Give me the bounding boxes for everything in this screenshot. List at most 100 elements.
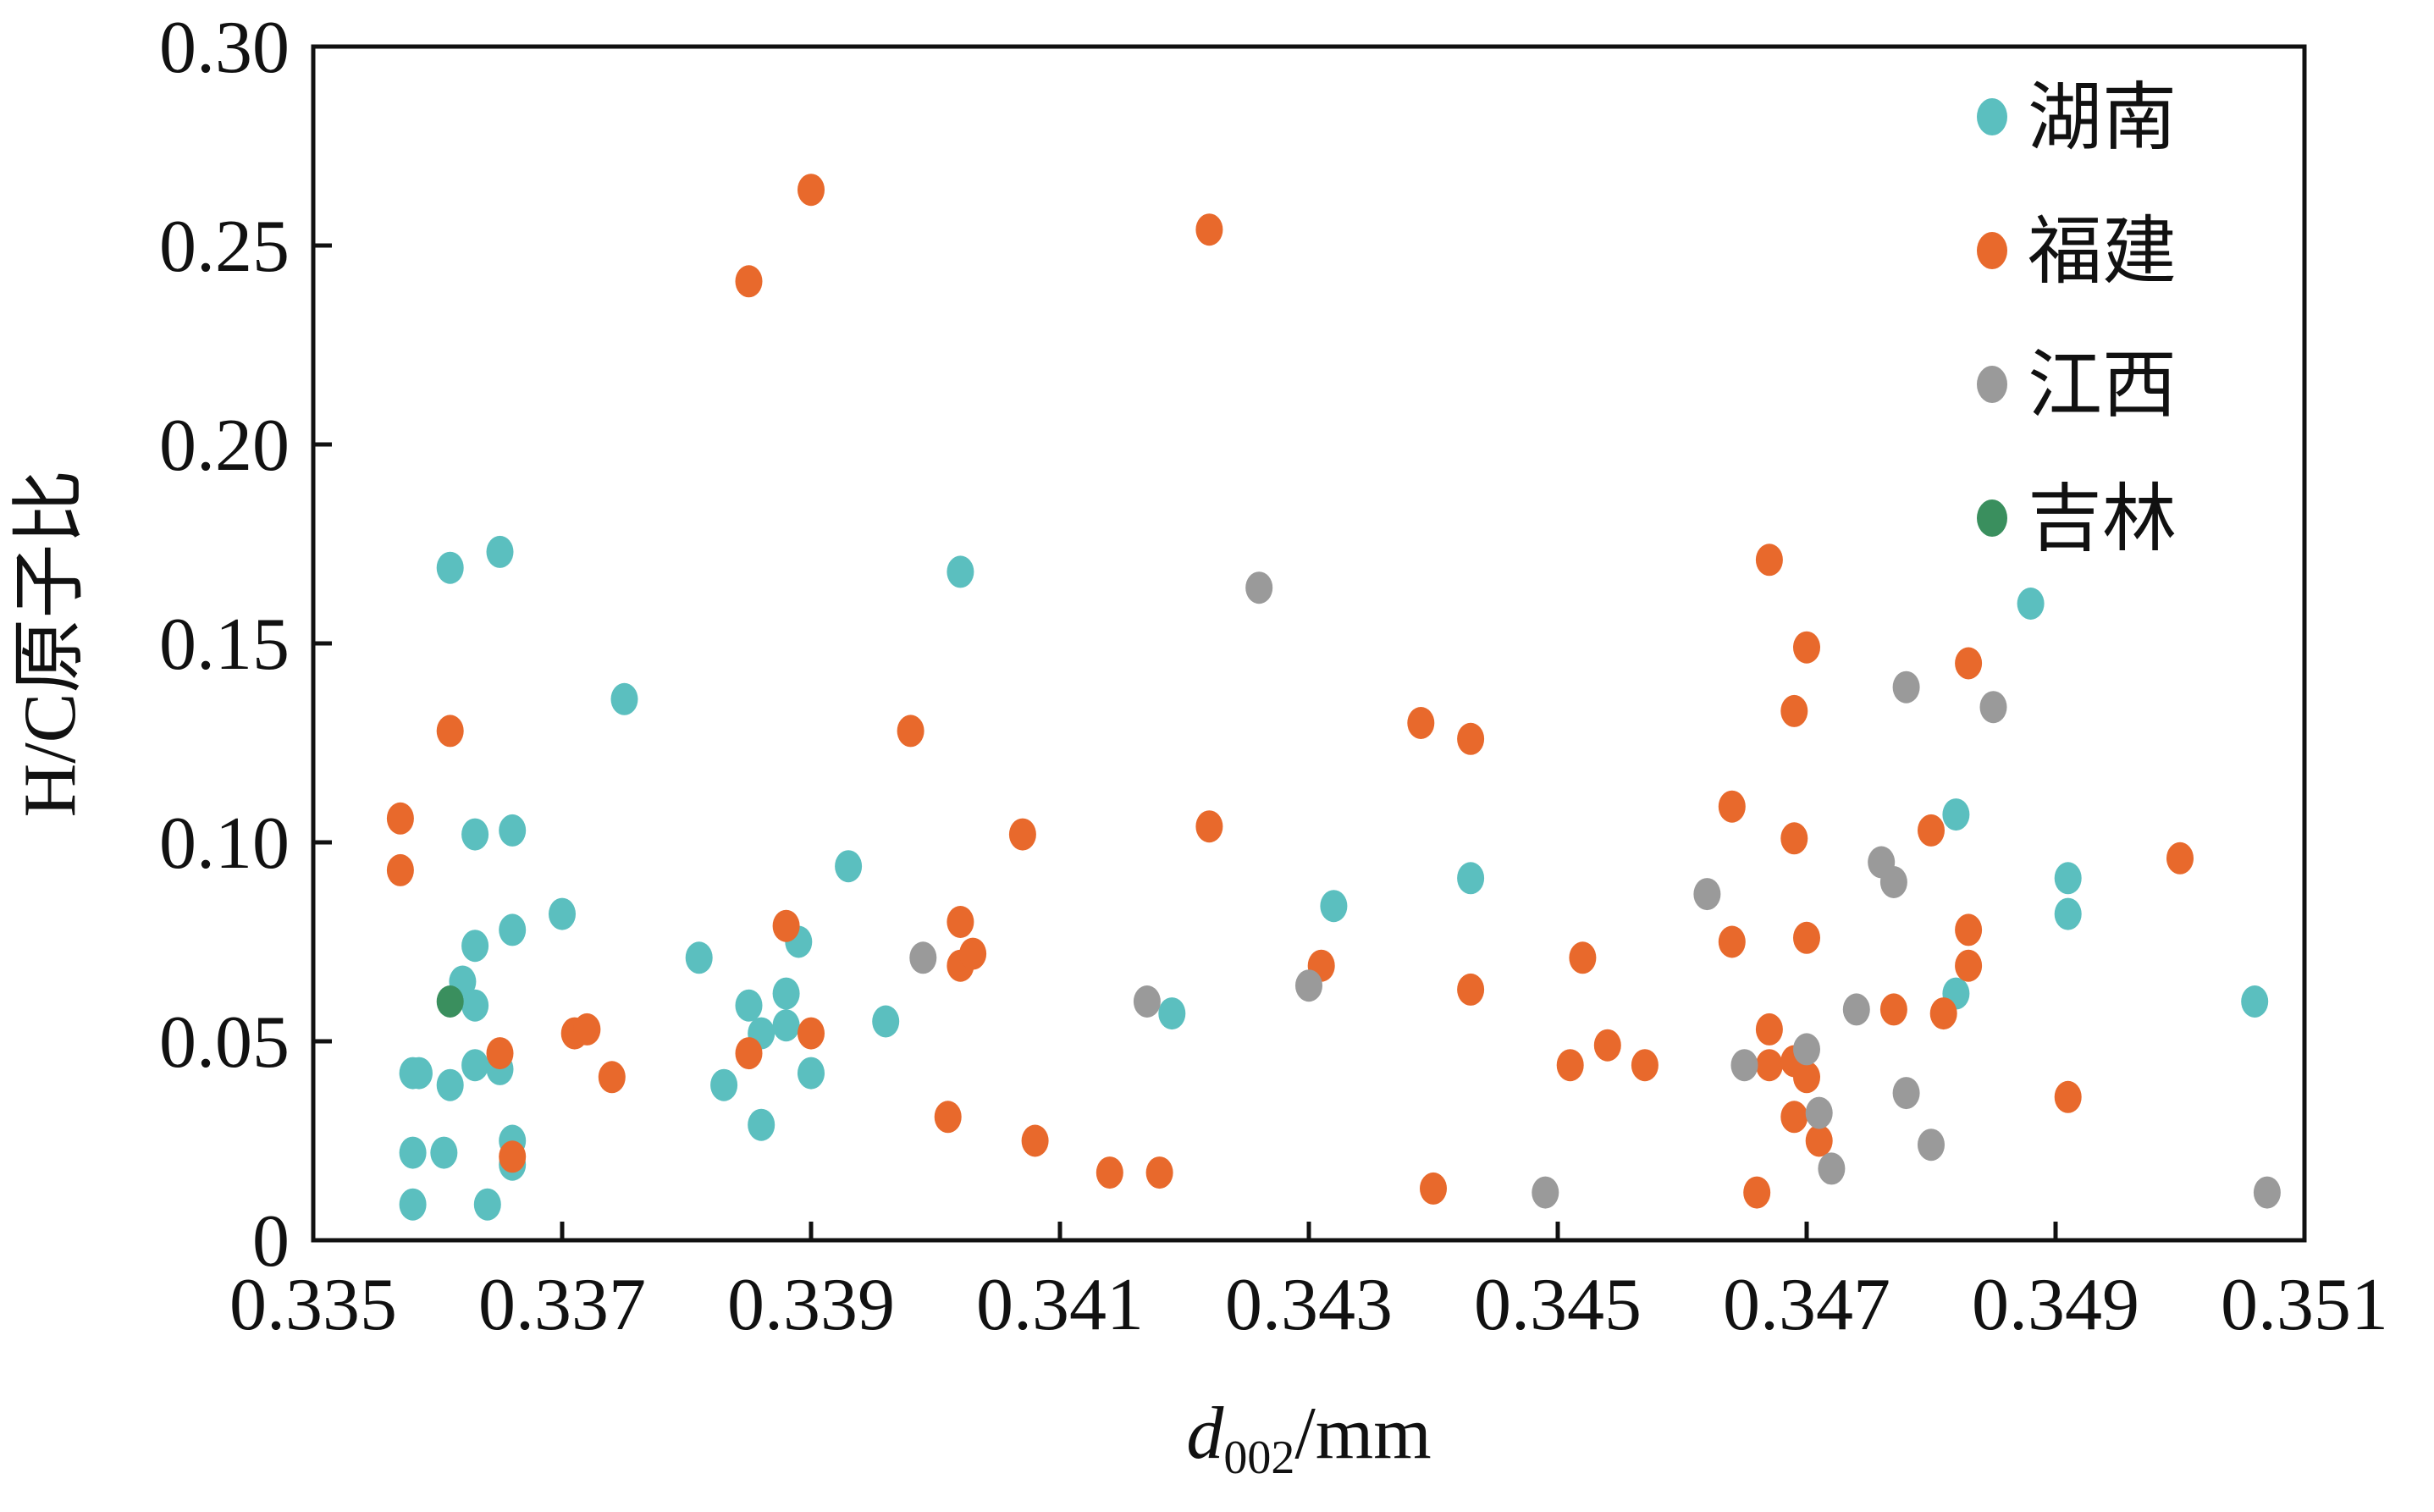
data-point: [499, 1140, 527, 1173]
x-tick-label: 0.349: [1972, 1264, 2139, 1346]
data-point: [1133, 985, 1161, 1018]
legend-label: 湖南: [2028, 74, 2177, 161]
legend-label: 福建: [2028, 207, 2177, 295]
data-point: [1793, 631, 1820, 664]
data-point: [1918, 1128, 1945, 1162]
data-point: [710, 1068, 738, 1101]
x-tick-label: 0.347: [1723, 1264, 1890, 1346]
data-point: [1295, 969, 1322, 1002]
data-point: [1818, 1152, 1846, 1185]
x-tick-label: 0.343: [1225, 1264, 1393, 1346]
data-point: [549, 897, 576, 930]
data-point: [1755, 1049, 1783, 1082]
data-point: [1195, 810, 1223, 843]
data-point: [772, 1009, 800, 1042]
series-4: [436, 985, 464, 1018]
data-point: [499, 913, 527, 946]
data-point: [1755, 544, 1783, 577]
data-point: [399, 1188, 427, 1221]
y-axis-title: H/C原子比: [9, 470, 91, 818]
data-point: [1693, 878, 1721, 911]
data-point: [798, 174, 825, 207]
series-1: [399, 535, 2269, 1221]
data-point: [1532, 1176, 1559, 1209]
data-point: [798, 1057, 825, 1090]
data-point: [386, 853, 414, 886]
data-point: [1718, 925, 1746, 958]
data-point: [1755, 1013, 1783, 1046]
data-point: [436, 715, 464, 748]
legend-marker: [1977, 98, 2007, 135]
data-point: [1892, 670, 1920, 704]
data-point: [610, 682, 638, 715]
data-point: [2054, 1080, 2082, 1113]
data-point: [436, 985, 464, 1018]
y-tick-label: 0.25: [159, 206, 290, 288]
data-point: [1320, 890, 1348, 923]
data-point: [1407, 707, 1435, 739]
x-tick-label: 0.339: [727, 1264, 895, 1346]
data-point: [1955, 647, 1983, 680]
data-point: [685, 941, 713, 974]
legend-marker: [1977, 366, 2007, 403]
data-point: [598, 1061, 626, 1094]
data-point: [1879, 866, 1907, 898]
data-point: [2166, 842, 2194, 875]
data-point: [897, 715, 924, 748]
data-point: [473, 1188, 501, 1221]
data-point: [798, 1017, 825, 1050]
x-axis-title: d002/mm: [1186, 1393, 1431, 1484]
data-point: [735, 265, 763, 298]
data-point: [835, 850, 863, 883]
data-point: [1569, 941, 1597, 974]
data-point: [2017, 588, 2045, 620]
data-point: [1457, 973, 1485, 1006]
data-point: [1918, 814, 1945, 847]
data-point: [399, 1136, 427, 1169]
data-point: [872, 1005, 900, 1038]
data-point: [2054, 862, 2082, 895]
x-tick-label: 0.337: [478, 1264, 646, 1346]
data-point: [461, 818, 489, 851]
data-point: [1805, 1124, 1833, 1157]
data-point: [499, 814, 527, 847]
data-point: [1631, 1049, 1659, 1082]
data-point: [1245, 571, 1273, 604]
data-point: [461, 1049, 489, 1082]
data-point: [1457, 862, 1485, 895]
y-tick-label: 0.30: [159, 7, 290, 89]
y-tick-label: 0.05: [159, 1002, 290, 1084]
data-point: [486, 535, 514, 568]
data-point: [1556, 1049, 1584, 1082]
data-point: [573, 1013, 601, 1046]
legend-marker: [1977, 499, 2007, 537]
data-point: [772, 909, 800, 942]
data-point: [1879, 993, 1907, 1026]
data-point: [461, 930, 489, 963]
data-point: [1805, 1096, 1833, 1129]
data-point: [430, 1136, 458, 1169]
data-point: [959, 937, 987, 970]
data-point: [1008, 818, 1036, 851]
data-point: [1979, 691, 2007, 724]
data-point: [1158, 997, 1186, 1030]
data-point: [1929, 997, 1957, 1030]
x-axis-title-main: d: [1186, 1393, 1224, 1475]
data-point: [1195, 213, 1223, 246]
data-point: [1793, 921, 1820, 954]
series-3: [909, 571, 2281, 1209]
x-tick-label: 0.335: [229, 1264, 397, 1346]
data-point: [386, 802, 414, 835]
data-point: [1457, 722, 1485, 755]
data-point: [1730, 1049, 1758, 1082]
data-point: [735, 989, 763, 1022]
data-point: [1942, 798, 1970, 831]
data-point: [2253, 1176, 2281, 1209]
y-tick-label: 0.10: [159, 803, 290, 885]
x-tick-label: 0.345: [1474, 1264, 1642, 1346]
data-point: [1718, 790, 1746, 823]
data-point: [947, 906, 974, 938]
data-point: [1793, 1061, 1820, 1094]
data-point: [748, 1108, 775, 1141]
